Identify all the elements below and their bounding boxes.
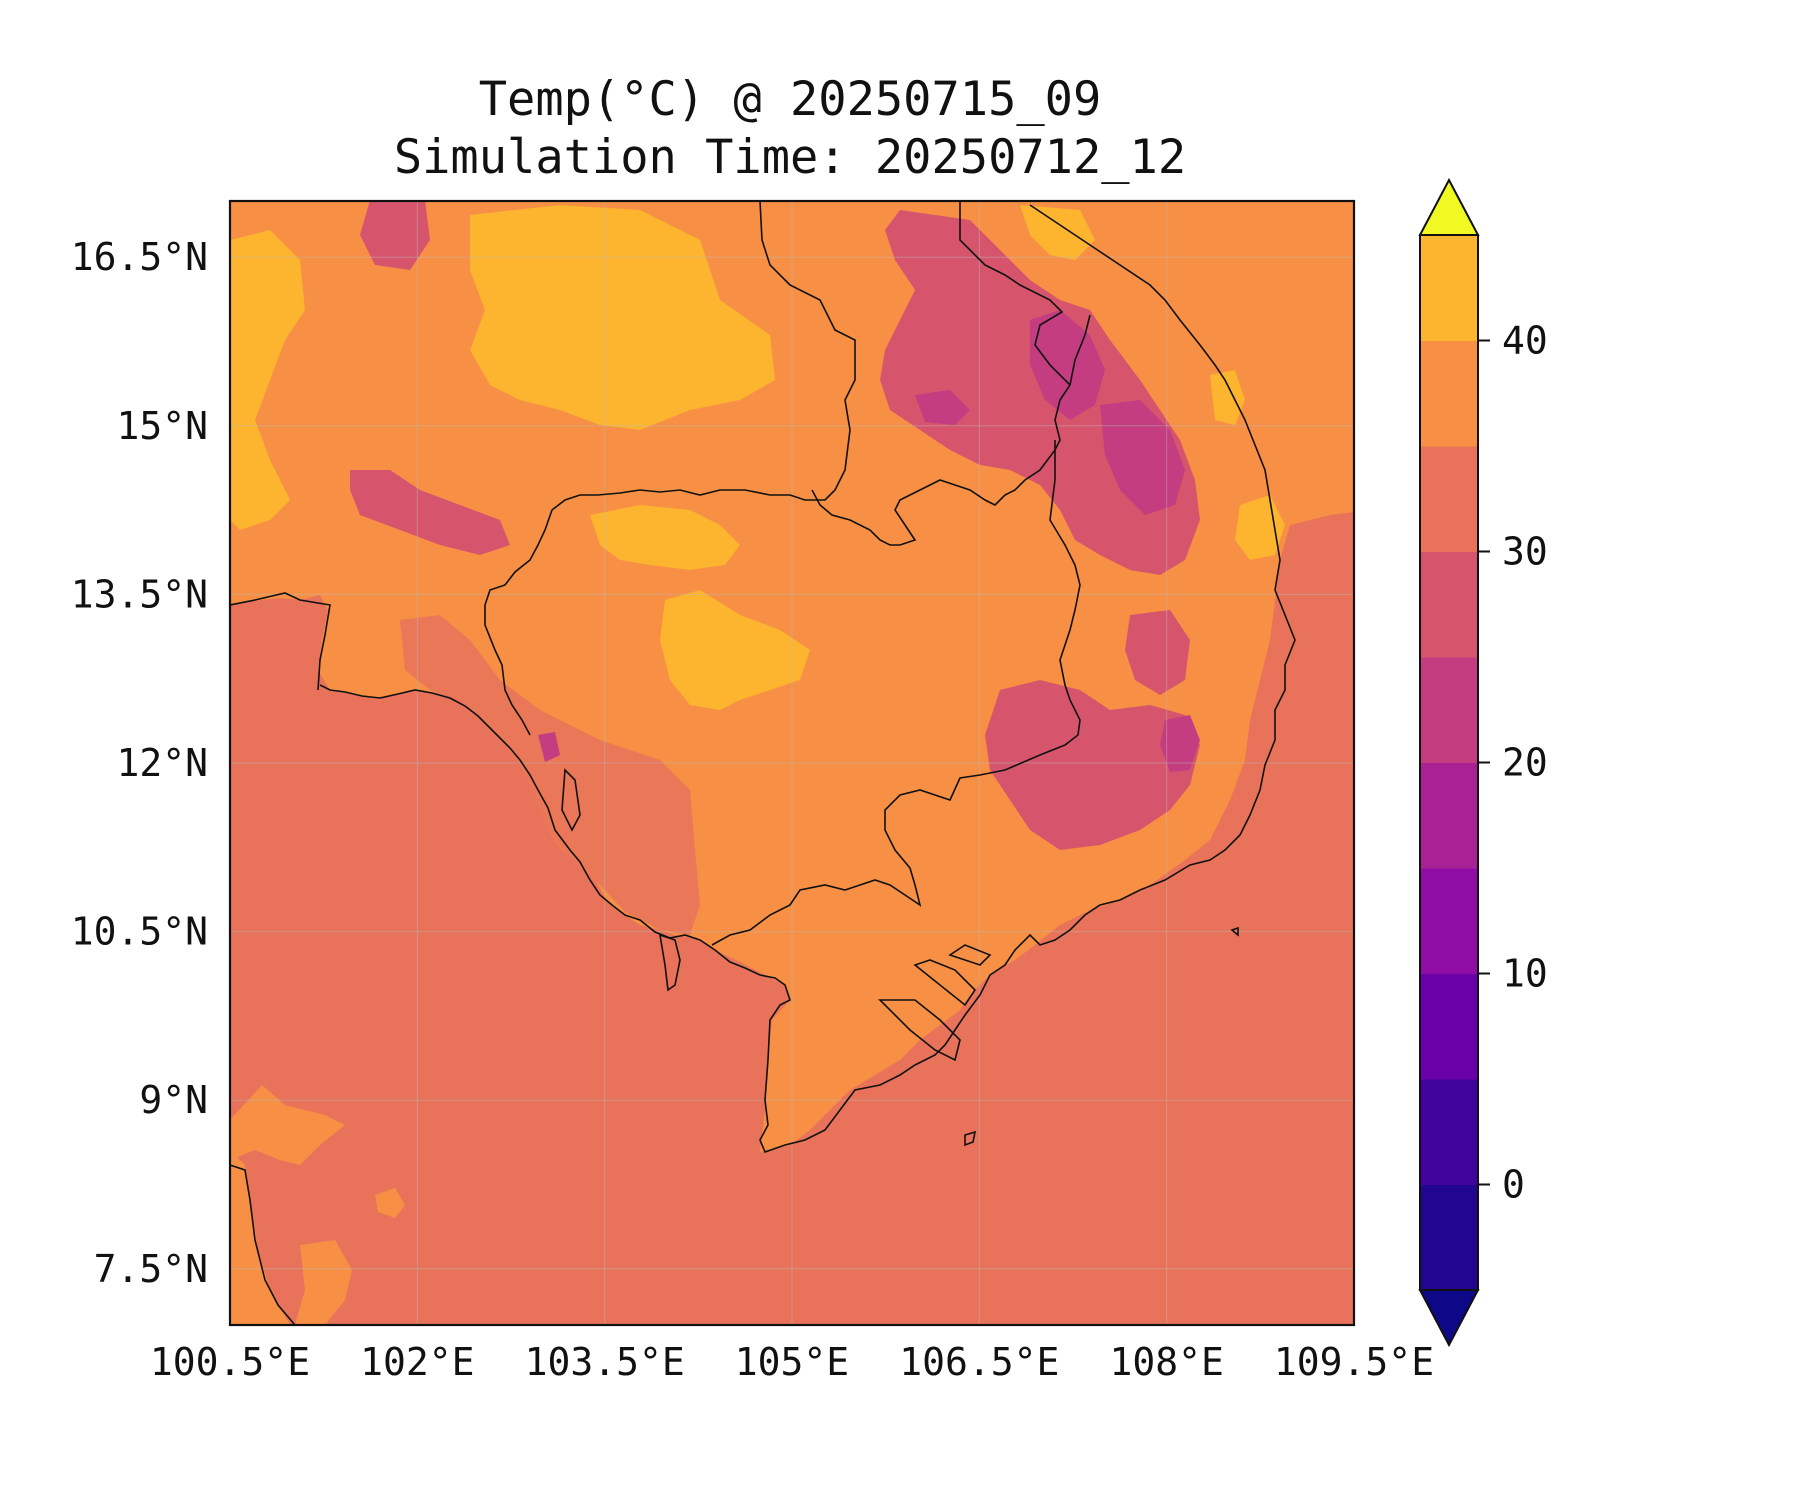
latitude-tick-labels: 16.5°N 15°N 13.5°N 12°N 10.5°N 9°N 7.5°N xyxy=(71,235,208,1291)
cool-patch xyxy=(350,470,510,555)
peninsula-warm-patch xyxy=(295,1240,352,1325)
hot-patch xyxy=(230,230,305,530)
colorbar-extend-max xyxy=(1418,177,1480,236)
x-tick-label: 109.5°E xyxy=(1274,1340,1434,1384)
colorbar-bin xyxy=(1420,235,1478,341)
colorbar-bin xyxy=(1420,1184,1478,1291)
y-tick-label: 7.5°N xyxy=(94,1247,208,1291)
colorbar-extend-min xyxy=(1418,1289,1480,1348)
hot-patch xyxy=(590,505,740,570)
colorbar-tick-label: 40 xyxy=(1502,319,1548,363)
colorbar-bin xyxy=(1420,973,1478,1080)
colorbar-tick-label: 20 xyxy=(1502,741,1548,785)
coldest-patch xyxy=(1160,715,1200,772)
coastline xyxy=(230,1164,296,1325)
x-tick-label: 106.5°E xyxy=(899,1340,1059,1384)
map-title: Temp(°C) @ 20250715_09 xyxy=(478,72,1102,127)
country-border xyxy=(230,592,331,691)
gridlines xyxy=(230,201,1354,1325)
y-tick-label: 16.5°N xyxy=(71,235,208,279)
island xyxy=(658,933,681,992)
hot-patch xyxy=(1020,205,1095,260)
cool-patch xyxy=(985,680,1200,850)
x-tick-label: 100.5°E xyxy=(150,1340,310,1384)
island xyxy=(561,768,581,832)
colorbar-bin xyxy=(1420,868,1478,974)
sea-warm-patch xyxy=(375,1188,405,1218)
x-tick-label: 103.5°E xyxy=(525,1340,685,1384)
coldest-patch xyxy=(915,390,970,425)
colorbar-bin xyxy=(1420,551,1478,658)
hot-patch xyxy=(660,590,810,710)
coldest-patch xyxy=(1030,310,1105,420)
hot-patch xyxy=(1210,370,1245,425)
country-border xyxy=(484,201,856,736)
map-panel xyxy=(230,201,1354,1325)
cool-patch xyxy=(360,201,430,270)
island xyxy=(1230,926,1239,937)
y-tick-label: 9°N xyxy=(139,1078,208,1122)
y-tick-label: 10.5°N xyxy=(71,910,208,954)
longitude-tick-labels: 100.5°E 102°E 103.5°E 105°E 106.5°E 108°E 109.… xyxy=(150,1340,1434,1384)
x-tick-label: 105°E xyxy=(735,1340,849,1384)
cool-patch xyxy=(1125,610,1190,695)
island xyxy=(964,1130,977,1147)
colorbar-bin xyxy=(1420,1079,1478,1185)
colorbar-bin xyxy=(1420,762,1478,869)
country-border xyxy=(959,201,1071,386)
coldest-patch xyxy=(538,732,560,762)
y-tick-label: 13.5°N xyxy=(71,572,208,616)
colorbar-bin xyxy=(1420,340,1478,447)
coastline-border-layer xyxy=(230,201,1296,1325)
colorbar-tick-label: 0 xyxy=(1502,1163,1525,1207)
peninsula-field xyxy=(230,1150,290,1325)
x-tick-label: 102°E xyxy=(360,1340,474,1384)
sea-warm-patch xyxy=(230,1085,345,1165)
country-border xyxy=(811,314,1091,546)
y-tick-label: 12°N xyxy=(116,741,208,785)
map-frame xyxy=(228,199,1356,1327)
coldest-patch xyxy=(1100,400,1185,515)
colorbar-bin xyxy=(1420,446,1478,552)
x-tick-label: 108°E xyxy=(1109,1340,1223,1384)
country-border xyxy=(711,440,1081,946)
colorbar-bin xyxy=(1420,657,1478,763)
coastal-band xyxy=(400,615,700,935)
coastline xyxy=(319,204,1296,1154)
colorbar-tick-label: 30 xyxy=(1502,530,1548,574)
colorbar-tick-label: 10 xyxy=(1502,952,1548,996)
hot-patch xyxy=(470,205,775,430)
river-delta xyxy=(878,944,992,1062)
colorbar: 0 10 20 30 40 xyxy=(1418,177,1548,1348)
y-tick-label: 15°N xyxy=(116,404,208,448)
map-subtitle: Simulation Time: 20250712_12 xyxy=(393,130,1187,185)
